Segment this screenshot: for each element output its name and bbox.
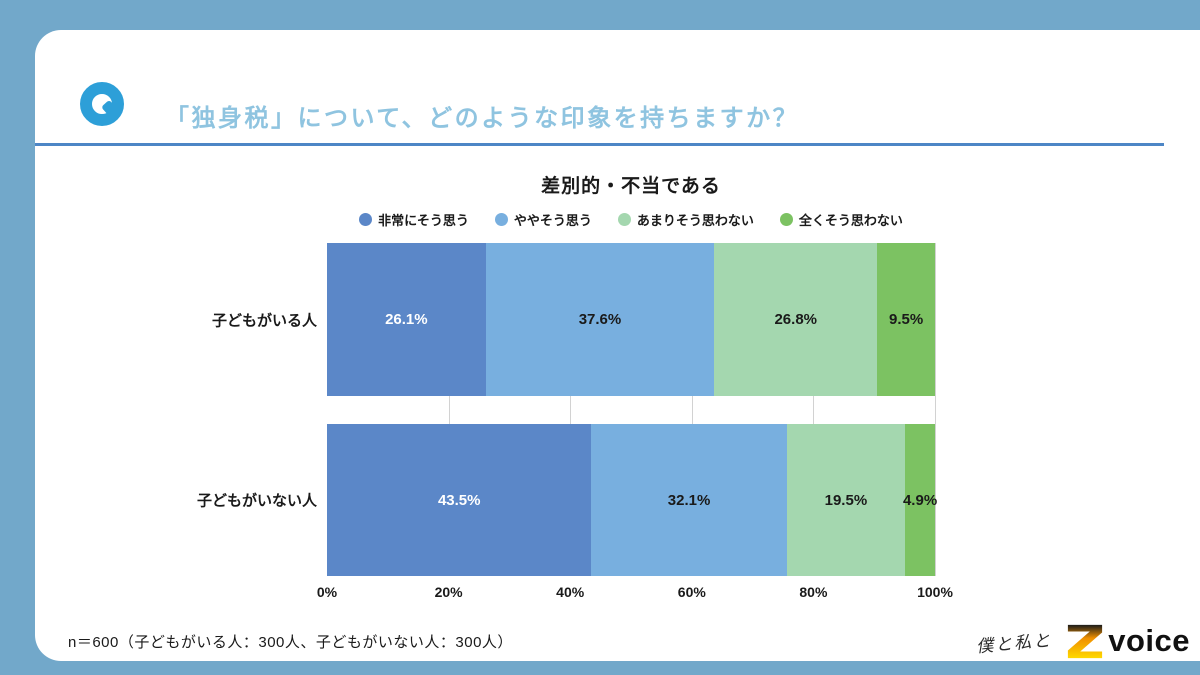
- legend-marker: [779, 213, 793, 226]
- segment-value-label: 43.5%: [437, 491, 481, 509]
- legend-item: ややそう思う: [494, 210, 592, 229]
- bar-segment: 32.1%: [591, 424, 787, 576]
- legend-item: 非常にそう思う: [359, 210, 469, 229]
- category-label: 子どもがいる人: [211, 312, 317, 329]
- x-tick-label: 60%: [677, 584, 706, 600]
- x-tick-label: 40%: [556, 584, 585, 600]
- chart-title: 差別的・不当である: [541, 176, 721, 197]
- segment-value-label: 4.9%: [902, 491, 938, 509]
- z-logo-icon: [1068, 624, 1103, 659]
- legend-item: あまりそう思わない: [617, 210, 754, 229]
- content-card: 「独身税」について、どのような印象を持ちますか？ 差別的・不当である 非常にそう…: [35, 30, 1200, 661]
- chart-legend: 非常にそう思う ややそう思う あまりそう思わない 全くそう思わない: [235, 210, 1027, 229]
- x-tick-label: 0%: [316, 584, 338, 600]
- segment-value-label: 9.5%: [888, 311, 924, 328]
- bar-segment: 37.6%: [485, 243, 715, 396]
- legend-item: 全くそう思わない: [779, 210, 903, 229]
- gridline: [935, 243, 936, 576]
- sample-size-note: n＝600（子どもがいる人：300人、子どもがいない人：300人）: [68, 634, 513, 651]
- gridline: [691, 243, 693, 576]
- legend-marker: [494, 213, 508, 226]
- bar-segment: 26.1%: [327, 243, 486, 396]
- x-tick-label: 20%: [434, 584, 463, 600]
- x-tick-label: 80%: [799, 584, 828, 600]
- legend-label: 非常にそう思う: [378, 213, 469, 228]
- segment-value-label: 32.1%: [667, 491, 711, 509]
- chart-plot-area: 0% 20% 40% 60% 80% 100% 子どもがいる人 26.1% 37.6% 26.8…: [197, 243, 953, 600]
- gridline: [570, 243, 572, 576]
- page-title: 「独身税」について、どのような印象を持ちますか？: [165, 105, 800, 132]
- segment-value-label: 26.1%: [385, 311, 428, 328]
- category-label: 子どもがいない人: [196, 492, 317, 510]
- legend-label: 全くそう思わない: [798, 213, 903, 228]
- legend-marker: [617, 213, 631, 226]
- bar-segment: 43.5%: [327, 424, 592, 576]
- question-icon: [80, 82, 124, 126]
- gridline: [813, 243, 815, 576]
- legend-marker: [359, 213, 373, 226]
- bar-segment: 4.9%: [902, 424, 938, 576]
- segment-value-label: 37.6%: [578, 311, 622, 328]
- company-handwritten-logo: 僕と私と: [975, 630, 1054, 656]
- bar-segment: 19.5%: [786, 424, 906, 576]
- gridline: [448, 243, 450, 576]
- voice-logo-text: voice: [1108, 623, 1190, 658]
- legend-label: あまりそう思わない: [636, 213, 754, 228]
- zvoice-logo: voice: [1066, 622, 1190, 660]
- x-axis: 0% 20% 40% 60% 80% 100%: [317, 584, 953, 604]
- bar-row: 43.5% 32.1% 19.5% 4.9%: [327, 424, 938, 576]
- header-divider: [35, 143, 1164, 146]
- segment-value-label: 26.8%: [774, 311, 818, 328]
- brand-block: 僕と私と voice: [976, 622, 1190, 660]
- bar-segment: 26.8%: [714, 243, 878, 396]
- bar-row: 26.1% 37.6% 26.8% 9.5%: [327, 243, 935, 396]
- x-tick-label: 100%: [917, 584, 953, 600]
- bar-segment: 9.5%: [877, 243, 935, 396]
- legend-label: ややそう思う: [513, 213, 592, 228]
- segment-value-label: 19.5%: [824, 491, 868, 509]
